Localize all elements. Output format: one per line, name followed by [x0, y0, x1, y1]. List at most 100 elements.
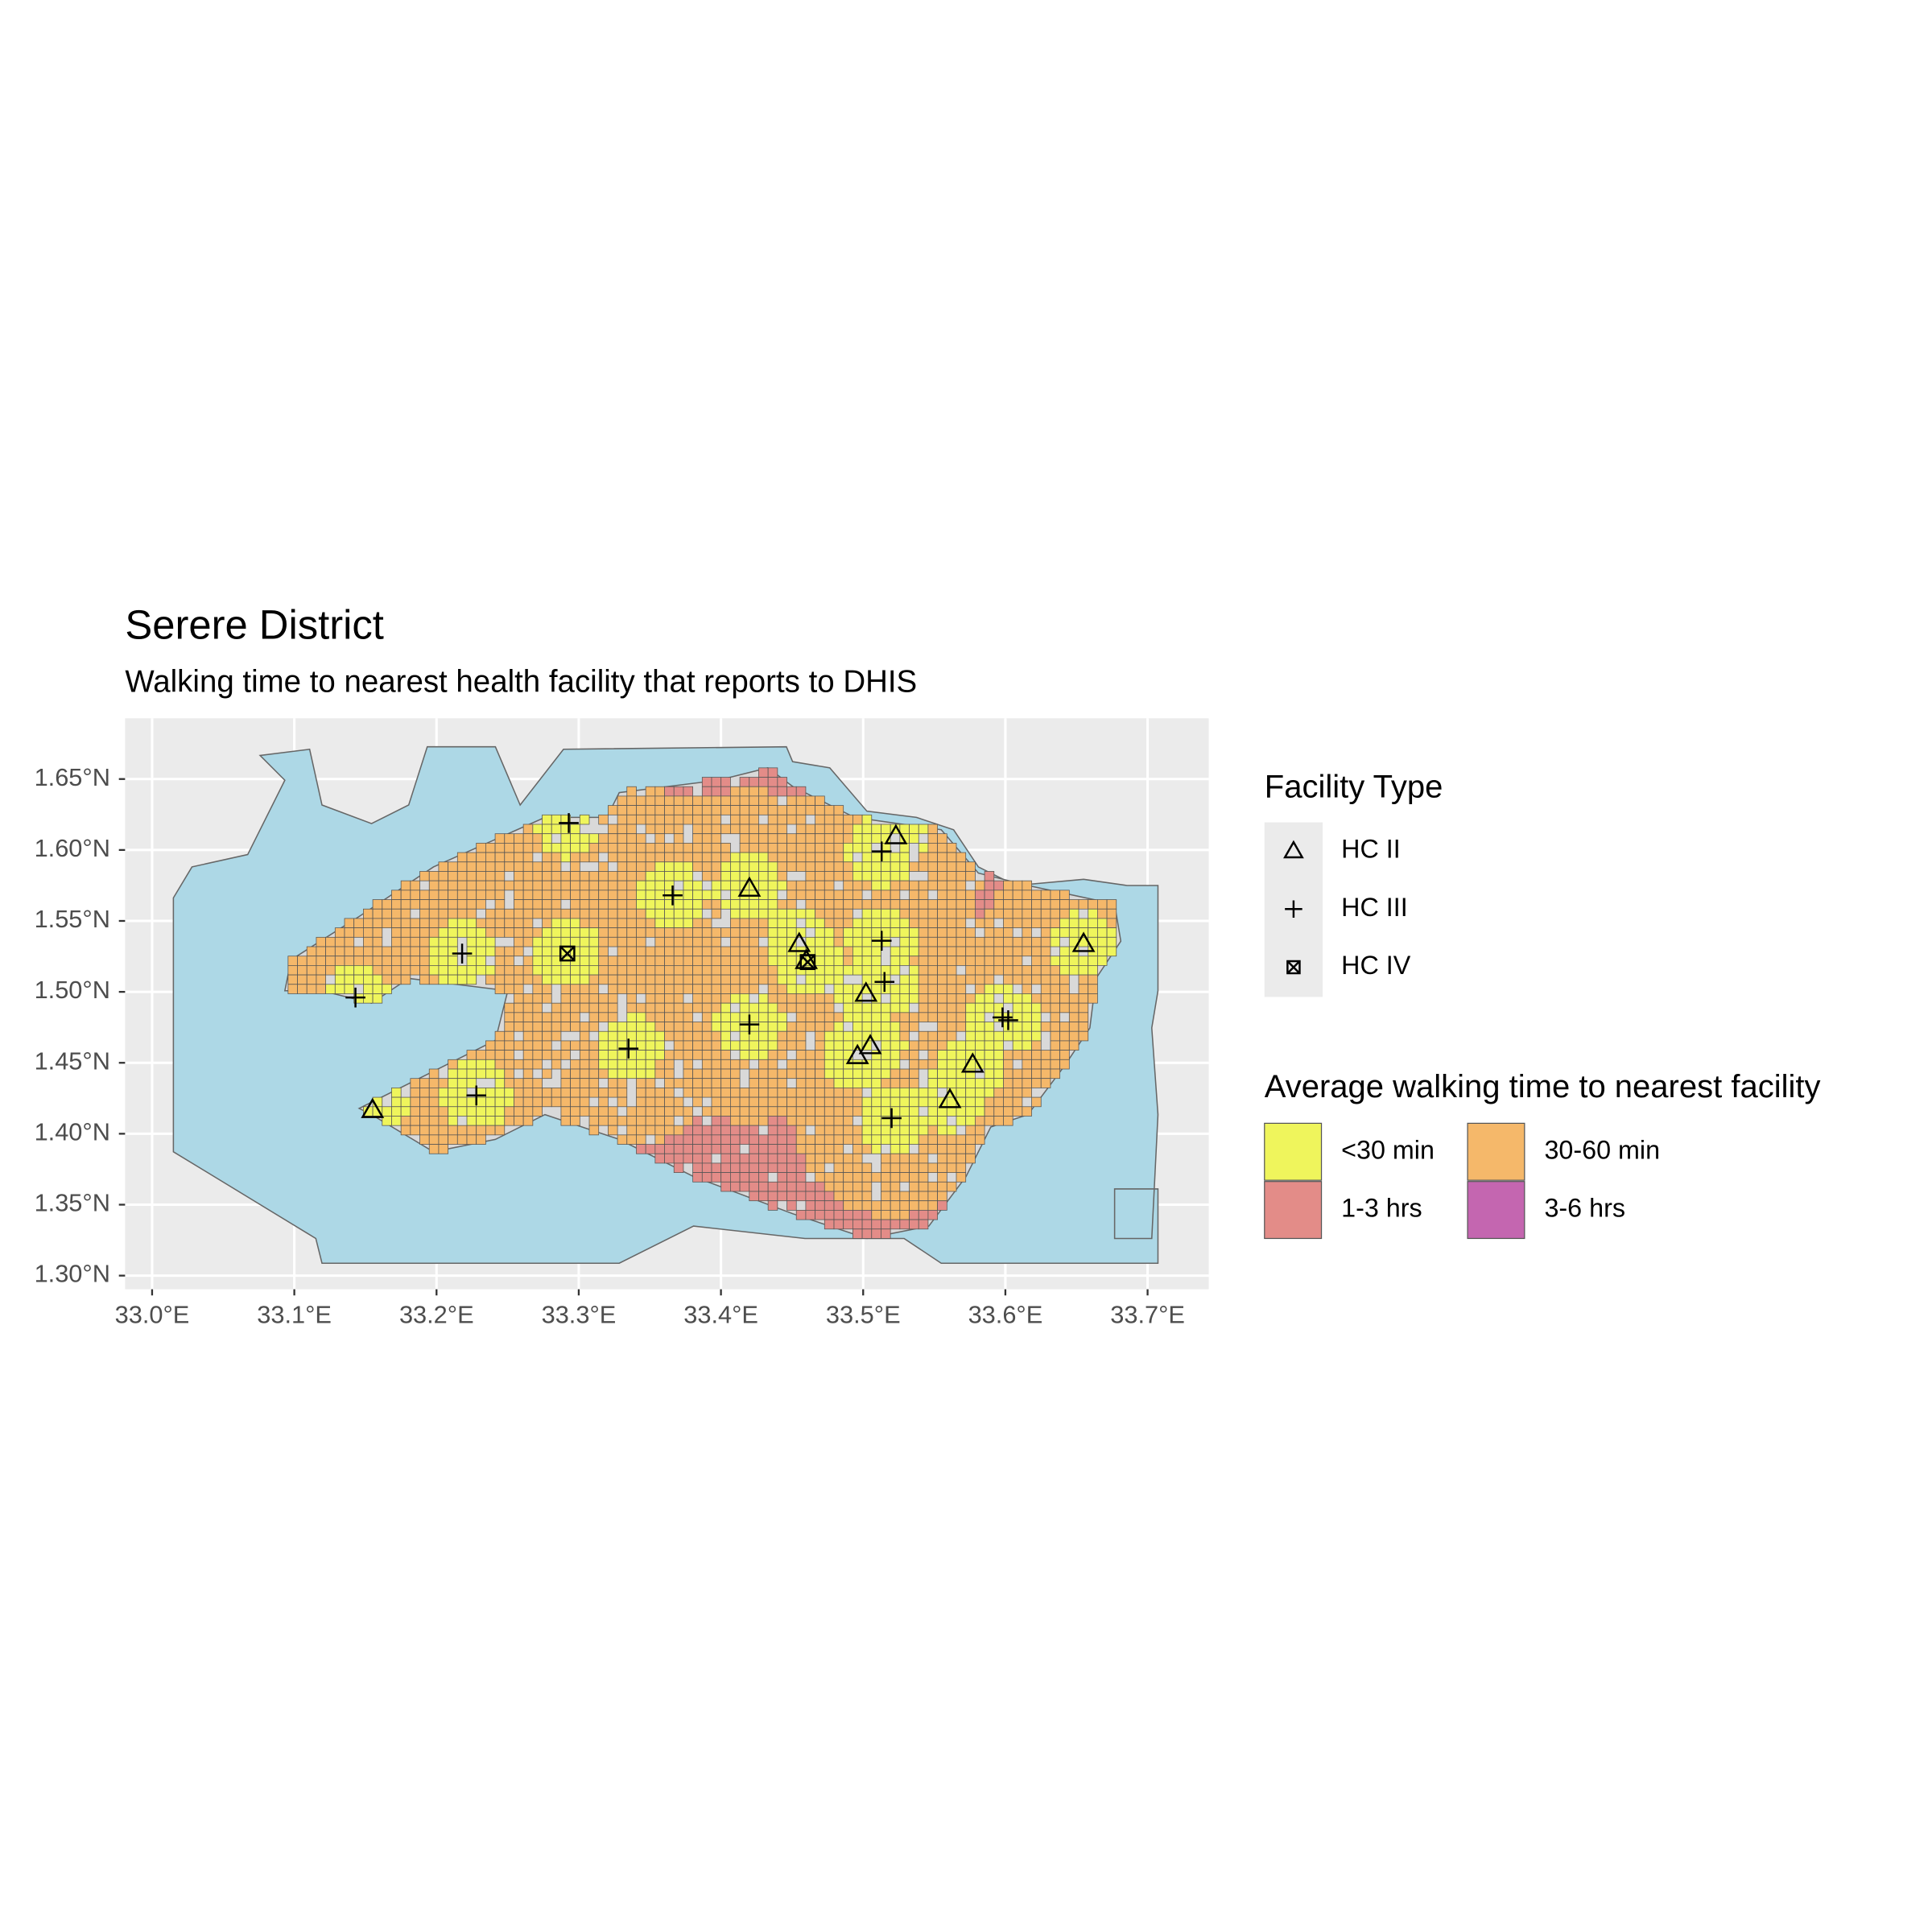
raster-cell: [729, 871, 741, 881]
raster-cell: [456, 890, 468, 900]
raster-cell: [1097, 936, 1108, 947]
raster-cell: [608, 1106, 618, 1117]
raster-cell: [1050, 1068, 1061, 1080]
raster-cell: [946, 936, 957, 947]
raster-cell: [664, 1134, 675, 1145]
raster-cell: [899, 899, 910, 910]
raster-cell: [937, 842, 947, 853]
raster-cell: [617, 956, 628, 966]
raster-cell: [287, 964, 298, 976]
raster-cell: [890, 1219, 901, 1230]
raster-cell: [400, 964, 411, 976]
raster-cell: [833, 1059, 844, 1070]
raster-cell: [1050, 1059, 1061, 1070]
raster-cell: [1040, 993, 1051, 1004]
raster-cell: [579, 974, 590, 985]
raster-cell: [504, 964, 514, 976]
raster-cell: [485, 852, 496, 863]
raster-cell: [1059, 1059, 1070, 1070]
raster-cell: [692, 1125, 703, 1136]
raster-cell: [683, 918, 693, 928]
raster-cell: [956, 1088, 967, 1098]
raster-cell: [514, 842, 524, 853]
raster-cell: [617, 880, 628, 891]
facility-point: [452, 943, 473, 964]
raster-cell: [626, 946, 637, 957]
raster-cell: [645, 1078, 656, 1088]
raster-cell: [514, 974, 524, 985]
facility-point: [881, 1108, 902, 1129]
raster-cell: [852, 861, 863, 872]
raster-cell: [1078, 1012, 1089, 1022]
raster-cell: [626, 852, 637, 863]
raster-cell: [739, 1088, 750, 1098]
raster-cell: [852, 1134, 863, 1145]
raster-cell: [494, 842, 506, 853]
raster-cell: [1059, 899, 1070, 910]
raster-cell: [975, 1096, 985, 1108]
raster-cell: [795, 1022, 807, 1032]
raster-cell: [758, 1030, 769, 1042]
raster-cell: [494, 890, 506, 900]
raster-cell: [824, 974, 835, 985]
raster-cell: [532, 861, 543, 872]
raster-cell: [815, 908, 825, 919]
raster-cell: [325, 964, 336, 976]
raster-cell: [570, 1040, 580, 1051]
raster-cell: [1088, 927, 1098, 938]
raster-cell: [1059, 1030, 1070, 1042]
raster-cell: [749, 777, 759, 787]
raster-cell: [560, 890, 571, 900]
x-tick-label: 33.6°E: [968, 1301, 1043, 1329]
raster-cell: [937, 1191, 947, 1202]
raster-cell: [664, 1002, 675, 1013]
raster-cell: [729, 1022, 741, 1032]
raster-cell: [560, 908, 571, 919]
raster-cell: [739, 777, 750, 787]
raster-cell: [664, 795, 675, 806]
raster-cell: [588, 871, 600, 881]
raster-cell: [805, 899, 815, 910]
raster-cell: [815, 1068, 825, 1080]
raster-cell: [937, 861, 947, 872]
raster-cell: [815, 1181, 825, 1192]
raster-cell: [833, 852, 844, 863]
raster-cell: [767, 833, 778, 844]
raster-cell: [570, 899, 580, 910]
raster-cell: [861, 974, 873, 985]
raster-cell: [777, 1002, 787, 1013]
raster-cell: [786, 1153, 797, 1164]
raster-cell: [551, 861, 562, 872]
facility-point: [737, 876, 762, 897]
raster-cell: [701, 824, 712, 835]
raster-cell: [438, 1078, 449, 1088]
raster-cell: [975, 899, 985, 910]
raster-cell: [494, 852, 506, 863]
raster-cell: [946, 927, 957, 938]
raster-cell: [729, 1153, 741, 1164]
raster-cell: [448, 918, 458, 928]
raster-cell: [899, 1144, 910, 1154]
raster-cell: [428, 1078, 440, 1088]
raster-cell: [542, 1050, 552, 1060]
raster-cell: [410, 918, 420, 928]
raster-cell: [1050, 964, 1061, 976]
raster-cell: [588, 1106, 600, 1117]
raster-cell: [852, 1228, 863, 1239]
raster-cell: [720, 1030, 731, 1042]
raster-cell: [890, 964, 901, 976]
raster-cell: [815, 814, 825, 825]
raster-cell: [588, 908, 600, 919]
raster-cell: [843, 1125, 853, 1136]
raster-cell: [852, 936, 863, 947]
raster-cell: [758, 1078, 769, 1088]
raster-cell: [956, 918, 967, 928]
raster-cell: [325, 956, 336, 966]
raster-cell: [909, 1191, 919, 1202]
raster-cell: [861, 1219, 873, 1230]
raster-cell: [570, 890, 580, 900]
raster-cell: [946, 852, 957, 863]
raster-cell: [476, 852, 486, 863]
raster-cell: [1031, 1078, 1042, 1088]
raster-cell: [1012, 1002, 1023, 1013]
